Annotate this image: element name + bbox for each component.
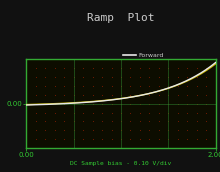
X-axis label: DC Sample bias - 0.10 V/div: DC Sample bias - 0.10 V/div <box>70 161 172 166</box>
Text: Ramp  Plot: Ramp Plot <box>87 13 155 23</box>
Legend: Forward, Reverse: Forward, Reverse <box>123 52 164 64</box>
